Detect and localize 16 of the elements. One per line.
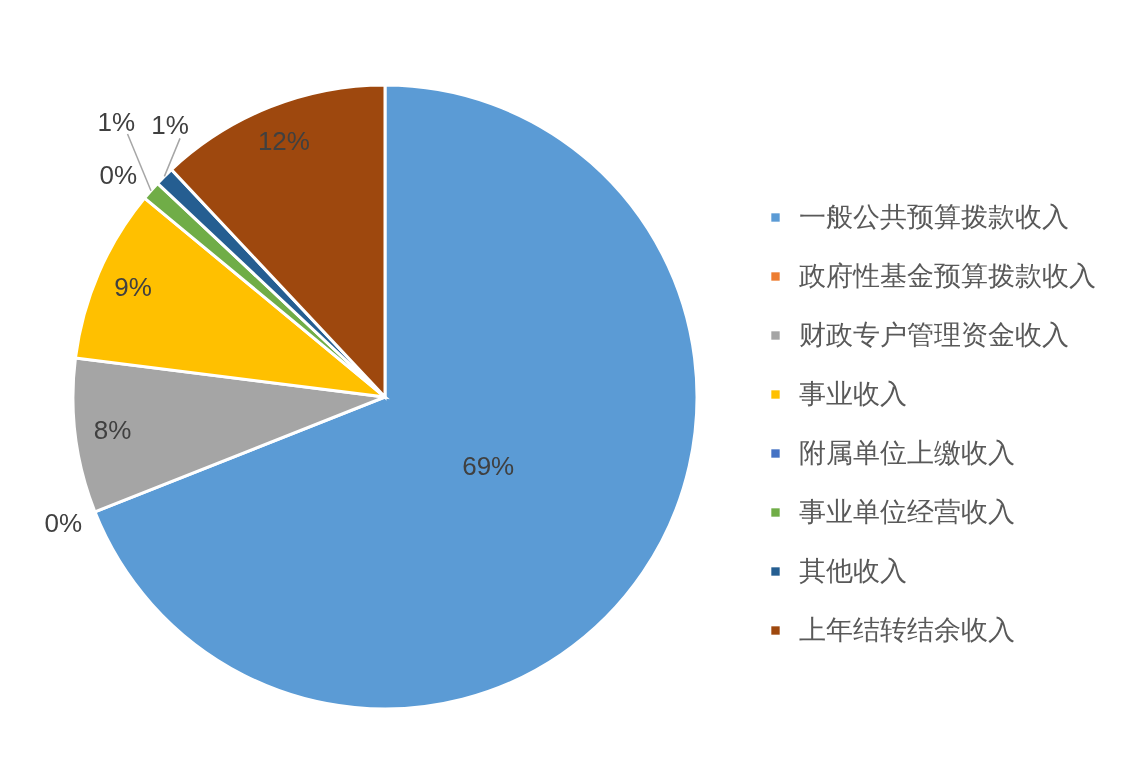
text: 0% [99, 160, 138, 191]
data-label: 9% [114, 271, 152, 302]
data-label: 1% [151, 109, 189, 140]
legend-label: 附属单位上缴收入 [799, 437, 1015, 468]
legend-label: 政府性基金预算拨款收入 [799, 260, 1096, 291]
text: 0% [44, 508, 83, 539]
legend-label: 事业收入 [799, 378, 907, 409]
legend-label: 事业单位经营收入 [799, 496, 1015, 527]
data-label: 1% [97, 106, 136, 137]
data-label: 69% [462, 451, 515, 482]
data-label: 8% [93, 415, 132, 446]
legend-label: 财政专户管理资金收入 [799, 319, 1069, 350]
data-label: 12% [257, 125, 310, 156]
legend-label: 其他收入 [799, 555, 907, 586]
legend-label: 一般公共预算拨款收入 [799, 201, 1069, 232]
legend-label: 上年结转结余收入 [799, 614, 1015, 645]
